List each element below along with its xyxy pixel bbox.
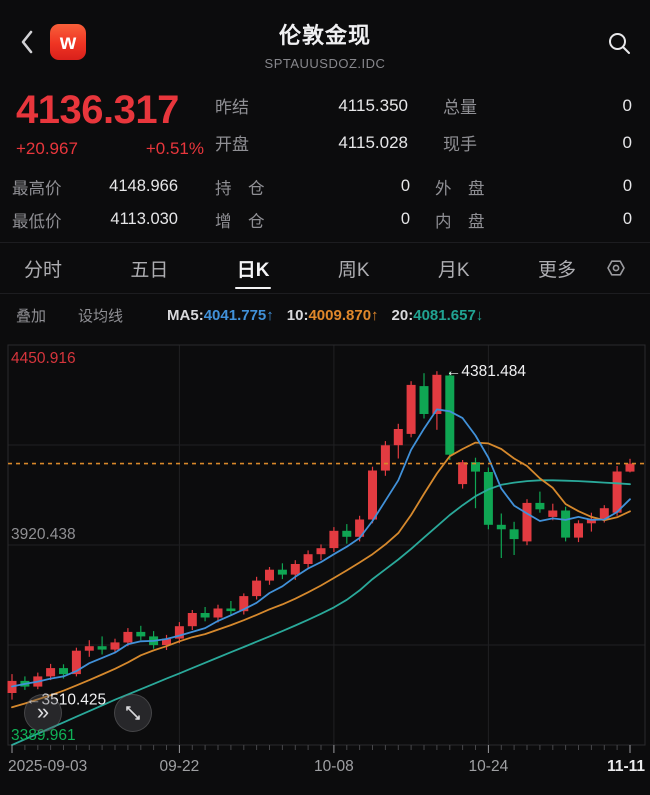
tab-周K[interactable]: 周K: [337, 259, 370, 281]
instrument-code: SPTAUUSDOZ.IDC: [264, 56, 386, 71]
period-tab-bar: 分时 五日 日K 周K 月K 更多: [0, 242, 650, 294]
stat-field-2: 外 盘 0: [420, 170, 650, 203]
svg-text:10-08: 10-08: [314, 758, 354, 775]
app-header: w 伦敦金现 SPTAUUSDOZ.IDC: [0, 0, 650, 82]
tab-更多[interactable]: 更多: [537, 259, 576, 281]
quote-field-label: 现手: [443, 135, 477, 154]
ma-values: MA5: 4041.775↑ 10: 4009.870↑ 20: 4081.657↓: [167, 307, 492, 324]
stat-field-value: 0: [400, 210, 410, 228]
quote-panel: 4136.317 +20.967 +0.51% 昨结 4115.350 总量 0 开盘 4…: [0, 82, 650, 166]
quote-field-value: 4115.028: [338, 132, 408, 152]
quote-field-label: 开盘: [215, 135, 249, 154]
candlestick-chart[interactable]: 4450.916 3920.438 3389.961 ←4381.484 ←3510.4…: [0, 336, 650, 795]
set-ma-control[interactable]: 设均线: [78, 307, 124, 325]
stat-field-label: 最高价: [12, 179, 62, 198]
price-change-percent: +0.51%: [145, 138, 204, 158]
settings-hexagon-icon: [607, 260, 625, 276]
back-button[interactable]: [14, 24, 40, 60]
stats-panel: 最高价 4148.966 持 仓 0 外 盘 0 最低价 4113.030 增 仓 0 内 盘 0: [0, 166, 650, 240]
svg-text:2025-09-03: 2025-09-03: [8, 758, 87, 775]
quote-field-value: 0: [622, 95, 632, 115]
stat-field-value: 0: [622, 177, 632, 195]
stat-field-4: 增 仓 0: [196, 203, 420, 236]
svg-text:3920.438: 3920.438: [11, 526, 76, 543]
quote-field-label: 昨结: [215, 98, 249, 117]
chart-settings-button[interactable]: [604, 243, 628, 293]
quote-field-value: 0: [622, 132, 632, 152]
quote-field-3: 现手 0: [420, 124, 650, 161]
stat-field-3: 最低价 4113.030: [0, 203, 196, 236]
tab-五日[interactable]: 五日: [130, 259, 169, 281]
stat-field-value: 4113.030: [110, 210, 178, 228]
tab-日K[interactable]: 日K: [235, 243, 272, 293]
ma-label: 20:: [391, 306, 414, 324]
svg-text:11-11: 11-11: [607, 758, 645, 775]
stat-field-1: 持 仓 0: [196, 170, 420, 203]
quote-field-2: 开盘 4115.028: [212, 124, 420, 161]
stat-field-0: 最高价 4148.966: [0, 170, 196, 203]
tab-分时[interactable]: 分时: [24, 259, 63, 281]
jump-to-latest-button[interactable]: »: [24, 694, 62, 732]
svg-text:4450.916: 4450.916: [11, 350, 76, 367]
quote-field-1: 总量 0: [420, 87, 650, 124]
stat-field-label: 内 盘: [435, 212, 485, 231]
search-icon: [609, 33, 630, 54]
stat-field-label: 持 仓: [215, 179, 265, 198]
ma-readout-2: 20: 4081.657↓: [392, 307, 493, 324]
quote-field-label: 总量: [443, 98, 477, 117]
wind-logo: w: [50, 24, 86, 60]
stat-field-value: 0: [622, 210, 632, 228]
chart-scale-button[interactable]: [114, 694, 152, 732]
ma-value: 4041.775↑: [203, 306, 274, 324]
stat-field-value: 0: [400, 177, 410, 195]
last-price: 4136.317: [16, 87, 179, 132]
ma-value: 4009.870↑: [308, 306, 379, 324]
ma-readout-0: MA5: 4041.775↑: [167, 307, 283, 324]
ma-label: MA5:: [167, 306, 204, 324]
quote-field-value: 4115.350: [338, 95, 408, 115]
search-button[interactable]: [606, 30, 632, 61]
stat-field-5: 内 盘 0: [420, 203, 650, 236]
svg-text:09-22: 09-22: [160, 758, 200, 775]
ma-value: 4081.657↓: [413, 306, 484, 324]
quote-grid: 昨结 4115.350 总量 0 开盘 4115.028 现手 0: [212, 87, 650, 161]
back-chevron-icon: [21, 30, 33, 54]
tab-月K[interactable]: 月K: [437, 259, 470, 281]
stat-field-label: 最低价: [12, 212, 62, 231]
chart-canvas[interactable]: 4450.9163920.4383389.961←4381.484←3510.4…: [0, 336, 650, 795]
svg-text:3389.961: 3389.961: [11, 727, 76, 744]
stat-field-label: 增 仓: [215, 212, 265, 231]
svg-text:←4381.484: ←4381.484: [446, 363, 527, 380]
wind-logo-letter: w: [59, 30, 77, 54]
overlay-control[interactable]: 叠加: [16, 307, 47, 325]
stat-field-value: 4148.966: [109, 177, 178, 195]
ma-readout-1: 10: 4009.870↑: [287, 307, 388, 324]
svg-text:10-24: 10-24: [469, 758, 509, 775]
double-chevron-right-icon: »: [36, 698, 50, 724]
price-change: +20.967: [16, 138, 78, 158]
page-title: 伦敦金现: [278, 23, 371, 48]
ma-label: 10:: [286, 306, 309, 324]
ma-indicator-bar: 叠加 设均线 MA5: 4041.775↑ 10: 4009.870↑ 20: 4081.…: [0, 294, 650, 336]
stat-field-label: 外 盘: [435, 179, 485, 198]
quote-field-0: 昨结 4115.350: [212, 87, 420, 124]
diagonal-resize-icon: [126, 706, 140, 720]
